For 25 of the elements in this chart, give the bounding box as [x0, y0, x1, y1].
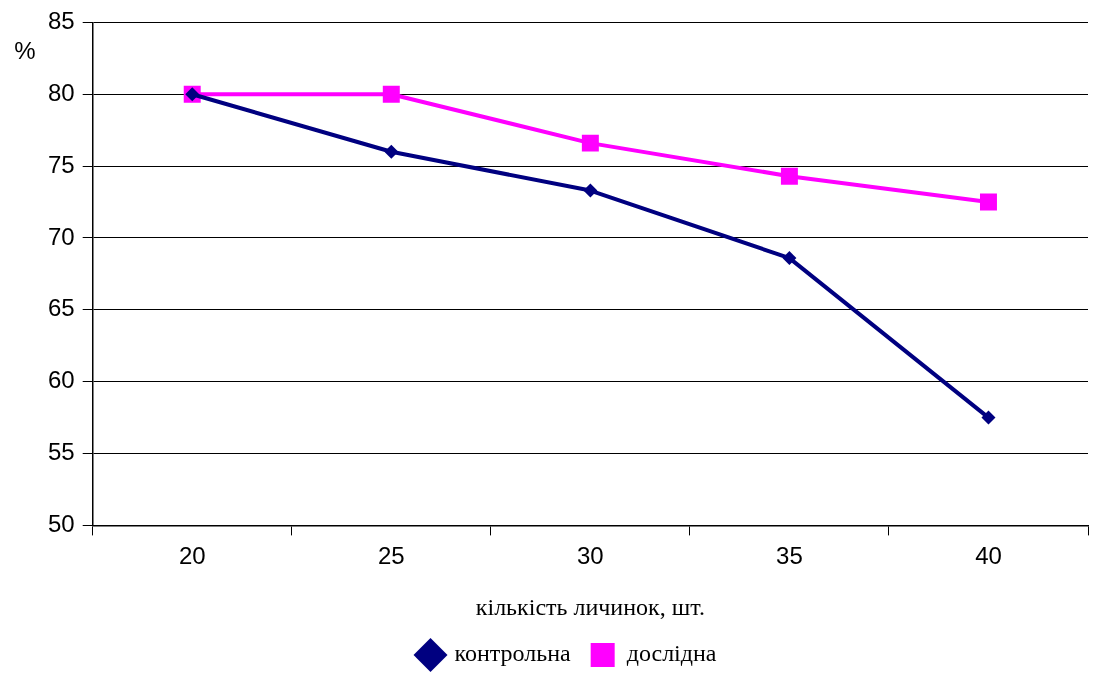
legend-label: контрольна	[454, 640, 572, 667]
x-tick-label: 35	[776, 542, 803, 570]
point	[581, 134, 599, 152]
point	[583, 183, 598, 198]
x-axis-title: кількість личинок, шт.	[475, 593, 705, 620]
point	[780, 167, 798, 185]
y-tick-label: 65	[47, 294, 75, 322]
y-tick-label: 85	[47, 7, 75, 35]
y-tick-label: 55	[47, 438, 75, 466]
y-tick-label: 70	[47, 222, 75, 250]
x-tick-label: 20	[178, 542, 206, 570]
x-tick-label: 25	[377, 542, 405, 570]
x-tick-label: 40	[975, 542, 1002, 570]
point	[981, 410, 996, 425]
point	[384, 144, 399, 159]
point	[382, 85, 400, 103]
point	[782, 251, 797, 266]
legend-label: дослідна	[626, 640, 717, 667]
y-tick-label: 50	[47, 510, 75, 538]
x-tick-label: 30	[577, 542, 604, 570]
point	[979, 193, 997, 211]
y-tick-label: 80	[47, 78, 75, 106]
y-tick-label: 60	[47, 366, 75, 394]
y-tick-label: 75	[47, 150, 75, 178]
y-axis-title: %	[14, 36, 36, 64]
